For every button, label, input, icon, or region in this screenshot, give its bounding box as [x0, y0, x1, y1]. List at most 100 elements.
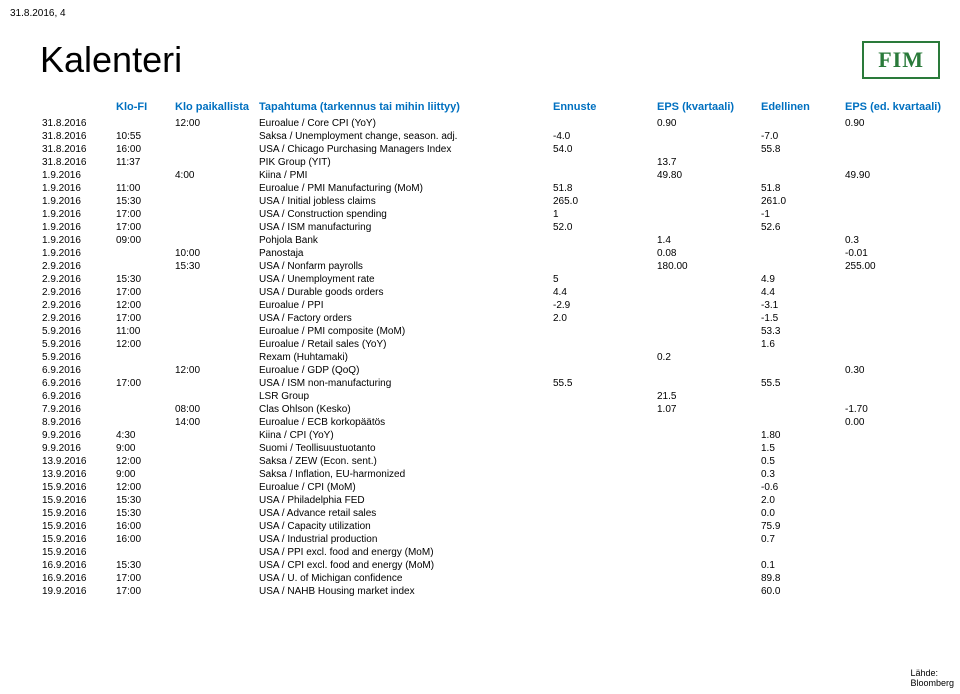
cell-prev: 4.9: [759, 273, 843, 286]
cell-eps: [655, 325, 759, 338]
cell-local: [173, 299, 257, 312]
cell-event: USA / Advance retail sales: [257, 507, 551, 520]
cell-fi: 17:00: [114, 286, 173, 299]
table-row: 15.9.2016USA / PPI excl. food and energy…: [40, 546, 947, 559]
cell-event: Saksa / ZEW (Econ. sent.): [257, 455, 551, 468]
cell-event: USA / Capacity utilization: [257, 520, 551, 533]
cell-event: USA / Philadelphia FED: [257, 494, 551, 507]
cell-fi: 15:30: [114, 507, 173, 520]
cell-event: Saksa / Inflation, EU-harmonized: [257, 468, 551, 481]
cell-prev: 0.1: [759, 559, 843, 572]
cell-date: 13.9.2016: [40, 468, 114, 481]
cell-eps: [655, 468, 759, 481]
cell-eps2: [843, 455, 947, 468]
cell-prev: [759, 156, 843, 169]
cell-local: [173, 481, 257, 494]
cell-fi: 11:00: [114, 182, 173, 195]
page-title: Kalenteri: [40, 39, 182, 81]
cell-fi: 15:30: [114, 195, 173, 208]
cell-local: [173, 377, 257, 390]
cell-date: 19.9.2016: [40, 585, 114, 598]
cell-eps2: 0.90: [843, 117, 947, 130]
table-row: 5.9.201612:00 Euroalue / Retail sales (Yo…: [40, 338, 947, 351]
col-header-prev: Edellinen: [759, 97, 843, 117]
cell-local: [173, 468, 257, 481]
table-header-row: Klo-FI Klo paikallista Tapahtuma (tarken…: [40, 97, 947, 117]
table-row: 13.9.20169:00 Saksa / Inflation, EU-harmo…: [40, 468, 947, 481]
cell-local: [173, 156, 257, 169]
cell-eps2: [843, 572, 947, 585]
cell-fi: 15:30: [114, 273, 173, 286]
page-header: 31.8.2016, 4: [10, 8, 940, 19]
cell-est: [551, 117, 655, 130]
cell-date: 15.9.2016: [40, 546, 114, 559]
cell-eps2: [843, 286, 947, 299]
table-row: 6.9.201617:00USA / ISM non-manufacturing…: [40, 377, 947, 390]
cell-prev: 4.4: [759, 286, 843, 299]
cell-event: USA / Nonfarm payrolls: [257, 260, 551, 273]
cell-est: [551, 260, 655, 273]
cell-fi: [114, 169, 173, 182]
cell-fi: [114, 247, 173, 260]
cell-fi: 17:00: [114, 377, 173, 390]
cell-eps2: [843, 429, 947, 442]
cell-date: 1.9.2016: [40, 182, 114, 195]
cell-prev: [759, 247, 843, 260]
cell-est: 55.5: [551, 377, 655, 390]
table-row: 2.9.201612:00Euroalue / PPI-2.9-3.1: [40, 299, 947, 312]
cell-date: 1.9.2016: [40, 221, 114, 234]
cell-fi: 9:00: [114, 468, 173, 481]
fim-logo: FIM: [862, 41, 940, 79]
cell-prev: 55.8: [759, 143, 843, 156]
cell-fi: 12:00: [114, 338, 173, 351]
cell-fi: [114, 403, 173, 416]
cell-fi: [114, 351, 173, 364]
table-row: 2.9.201615:30USA / Nonfarm payrolls180.0…: [40, 260, 947, 273]
cell-date: 2.9.2016: [40, 299, 114, 312]
cell-eps: [655, 416, 759, 429]
cell-est: 2.0: [551, 312, 655, 325]
cell-local: [173, 208, 257, 221]
table-row: 1.9.201615:30 USA / Initial jobless claim…: [40, 195, 947, 208]
cell-eps2: [843, 468, 947, 481]
cell-fi: 17:00: [114, 572, 173, 585]
cell-fi: 15:30: [114, 559, 173, 572]
cell-event: Euroalue / PMI composite (MoM): [257, 325, 551, 338]
cell-fi: 10:55: [114, 130, 173, 143]
col-header-est: Ennuste: [551, 97, 655, 117]
cell-est: -4.0: [551, 130, 655, 143]
table-row: 8.9.201614:00Euroalue / ECB korkopäätös0…: [40, 416, 947, 429]
col-header-local: Klo paikallista: [173, 97, 257, 117]
cell-local: [173, 546, 257, 559]
cell-local: 12:00: [173, 117, 257, 130]
cell-eps: [655, 559, 759, 572]
cell-est: 1: [551, 208, 655, 221]
cell-local: 12:00: [173, 364, 257, 377]
cell-date: 1.9.2016: [40, 195, 114, 208]
cell-event: Panostaja: [257, 247, 551, 260]
cell-event: USA / Factory orders: [257, 312, 551, 325]
cell-event: Euroalue / Retail sales (YoY): [257, 338, 551, 351]
cell-prev: 60.0: [759, 585, 843, 598]
cell-date: 31.8.2016: [40, 143, 114, 156]
table-row: 7.9.201608:00Clas Ohlson (Kesko)1.07-1.7…: [40, 403, 947, 416]
cell-eps2: [843, 338, 947, 351]
cell-prev: [759, 169, 843, 182]
cell-eps2: [843, 442, 947, 455]
cell-event: Kiina / PMI: [257, 169, 551, 182]
cell-event: USA / Industrial production: [257, 533, 551, 546]
cell-date: 5.9.2016: [40, 338, 114, 351]
cell-fi: 11:00: [114, 325, 173, 338]
cell-event: USA / Initial jobless claims: [257, 195, 551, 208]
cell-fi: 09:00: [114, 234, 173, 247]
cell-local: [173, 520, 257, 533]
cell-eps2: [843, 325, 947, 338]
cell-event: LSR Group: [257, 390, 551, 403]
cell-eps: 21.5: [655, 390, 759, 403]
cell-eps: [655, 182, 759, 195]
cell-date: 15.9.2016: [40, 481, 114, 494]
cell-date: 6.9.2016: [40, 377, 114, 390]
cell-local: [173, 195, 257, 208]
cell-prev: 2.0: [759, 494, 843, 507]
cell-prev: 0.5: [759, 455, 843, 468]
